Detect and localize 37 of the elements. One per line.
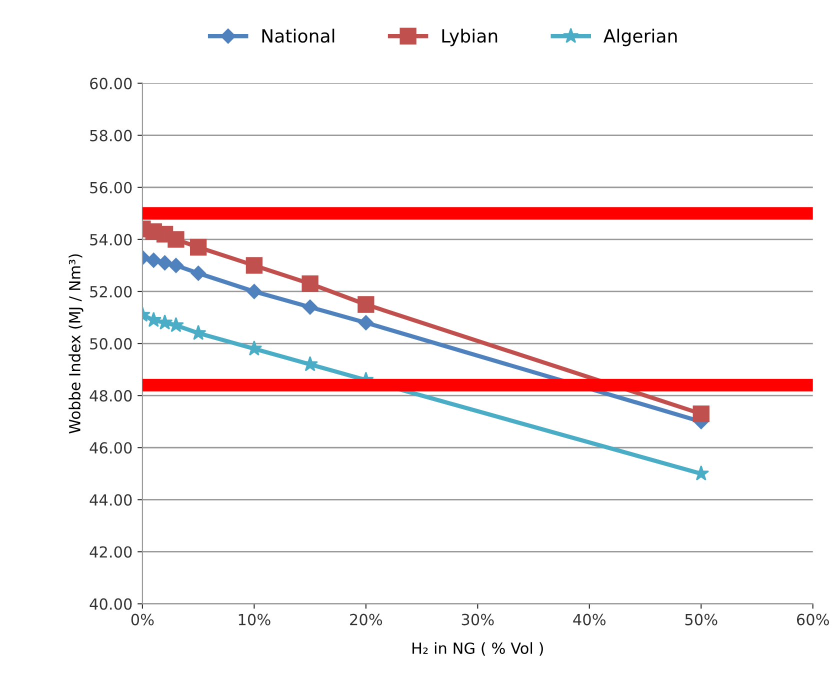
x-tick-label: 60% xyxy=(796,614,829,626)
y-tick-label: 50.00 xyxy=(90,338,132,350)
y-tick-label: 46.00 xyxy=(90,442,132,454)
y-tick-label: 44.00 xyxy=(90,494,132,506)
point xyxy=(168,258,184,274)
x-tick-label: 50% xyxy=(685,614,718,626)
point xyxy=(246,284,262,300)
point xyxy=(692,405,710,422)
point xyxy=(302,275,318,292)
point xyxy=(146,252,162,268)
x-axis-title: H₂ in NG ( % Vol ) xyxy=(412,642,543,656)
x-tick-label: 30% xyxy=(462,614,494,626)
point xyxy=(146,312,162,327)
y-tick-label: 52.00 xyxy=(90,286,132,298)
legend-label: Algerian xyxy=(604,28,677,46)
y-tick-label: 42.00 xyxy=(90,546,132,558)
x-tick-label: 20% xyxy=(350,614,382,626)
legend-label: Lybian xyxy=(442,28,498,46)
y-tick-label: 56.00 xyxy=(90,182,132,194)
y-axis-title: Wobbe Index (MJ / Nm³) xyxy=(68,254,84,434)
point xyxy=(358,315,374,330)
y-tick-label: 60.00 xyxy=(90,78,132,90)
point xyxy=(358,296,374,313)
y-tick-label: 48.00 xyxy=(90,390,132,402)
x-tick-label: 10% xyxy=(238,614,270,626)
x-tick-label: 40% xyxy=(573,614,606,626)
y-tick-label: 40.00 xyxy=(90,598,132,610)
point xyxy=(168,231,184,248)
point xyxy=(302,300,318,315)
point xyxy=(190,266,206,281)
y-tick-label: 54.00 xyxy=(90,234,132,246)
y-tick-label: 58.00 xyxy=(90,130,132,142)
legend-label: National xyxy=(262,28,334,43)
point xyxy=(246,257,263,274)
point xyxy=(190,238,207,256)
point xyxy=(157,255,172,270)
x-tick-label: 0% xyxy=(131,614,154,626)
